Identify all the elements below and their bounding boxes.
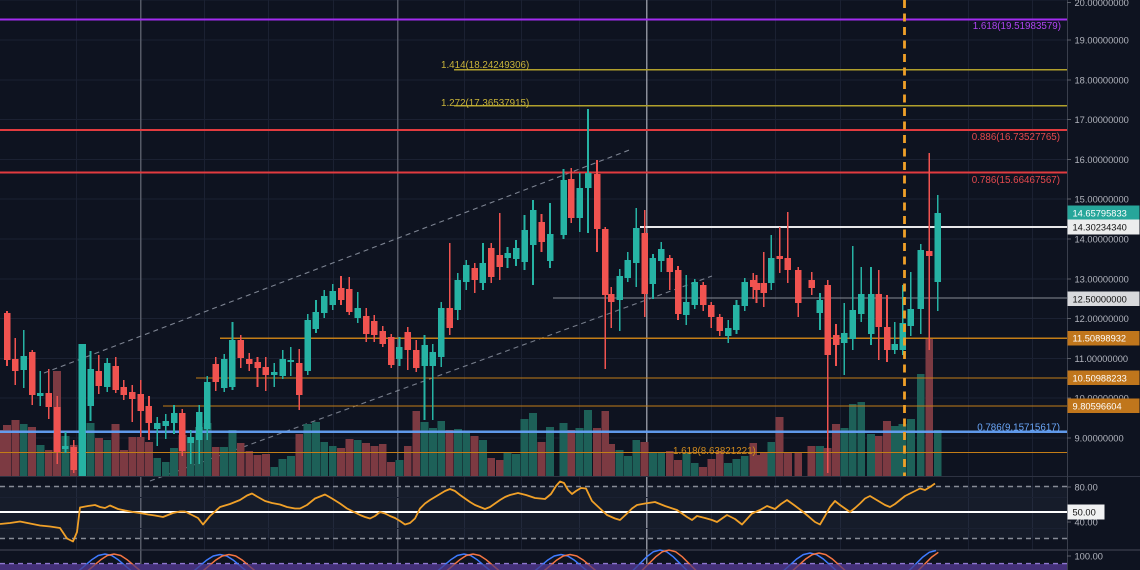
svg-text:1.618(8.63821221): 1.618(8.63821221) [673, 446, 756, 457]
svg-text:18.00000000: 18.00000000 [1075, 75, 1129, 85]
svg-text:40.00: 40.00 [1075, 518, 1098, 528]
svg-text:20.00000000: 20.00000000 [1075, 0, 1129, 8]
svg-text:14.00000000: 14.00000000 [1075, 235, 1129, 245]
svg-text:50.00: 50.00 [1073, 508, 1096, 518]
svg-text:9.00000000: 9.00000000 [1075, 434, 1124, 444]
svg-text:14.30234340: 14.30234340 [1073, 223, 1127, 233]
svg-text:0.786(9.15715617): 0.786(9.15715617) [977, 423, 1060, 434]
svg-text:19.00000000: 19.00000000 [1075, 36, 1129, 46]
svg-text:14.65795833: 14.65795833 [1073, 208, 1127, 218]
svg-text:10.50988233: 10.50988233 [1073, 374, 1127, 384]
svg-text:12.00000000: 12.00000000 [1075, 314, 1129, 324]
svg-text:15.00000000: 15.00000000 [1075, 195, 1129, 205]
svg-text:1.414(18.24249306): 1.414(18.24249306) [441, 60, 529, 71]
svg-text:16.00000000: 16.00000000 [1075, 155, 1129, 165]
svg-text:100.00: 100.00 [1075, 552, 1103, 562]
svg-text:12.50000000: 12.50000000 [1073, 294, 1127, 304]
svg-text:80.00: 80.00 [1075, 483, 1098, 493]
svg-text:1.272(17.36537915): 1.272(17.36537915) [441, 98, 529, 109]
svg-text:1.618(19.51983579): 1.618(19.51983579) [973, 21, 1061, 32]
svg-text:11.00000000: 11.00000000 [1075, 354, 1129, 364]
svg-text:9.80596604: 9.80596604 [1073, 402, 1122, 412]
svg-text:11.50898932: 11.50898932 [1073, 334, 1127, 344]
svg-text:13.00000000: 13.00000000 [1075, 274, 1129, 284]
svg-text:0.886(16.73527765): 0.886(16.73527765) [972, 132, 1060, 143]
svg-text:0.786(15.66467567): 0.786(15.66467567) [972, 175, 1060, 186]
svg-text:17.00000000: 17.00000000 [1075, 115, 1129, 125]
